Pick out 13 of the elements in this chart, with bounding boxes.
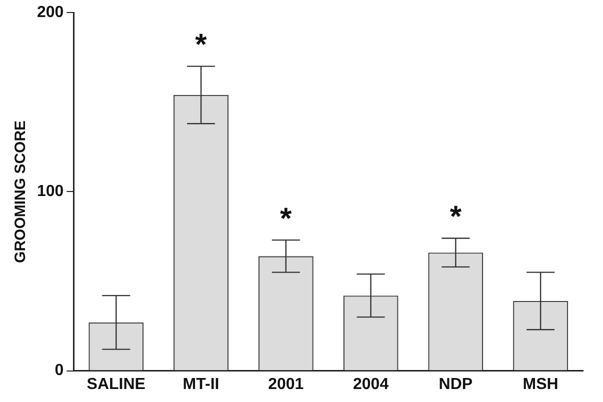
y-tick-label: 0 <box>54 362 64 380</box>
x-tick-label: 2001 <box>268 376 304 393</box>
y-axis-title: GROOMING SCORE <box>12 120 30 263</box>
annotation: * <box>450 200 462 234</box>
annotation: * <box>195 28 208 62</box>
x-tick-label: MT-II <box>182 376 220 393</box>
x-tick-label: NDP <box>438 376 473 393</box>
x-tick-label: 2004 <box>352 376 389 393</box>
y-tick-label: 100 <box>36 183 64 200</box>
x-tick-label: SALINE <box>86 376 146 393</box>
x-tick-label: MSH <box>522 376 558 393</box>
y-tick-label: 200 <box>36 4 64 22</box>
annotation: * <box>280 202 292 236</box>
